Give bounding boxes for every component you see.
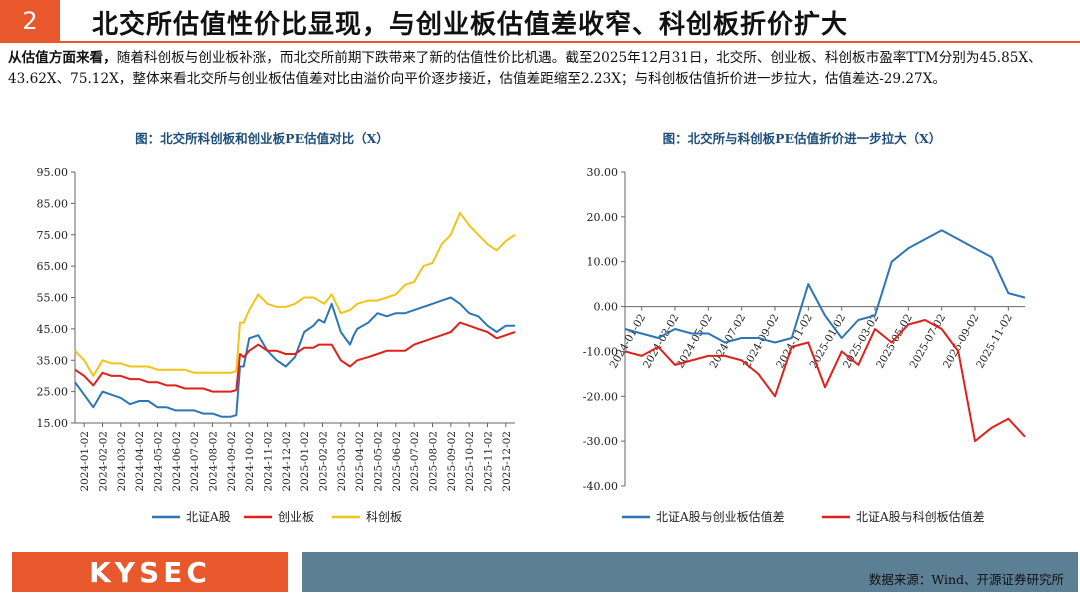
x-tick-label: 2024-11-02 [263,431,275,492]
y-tick-label: 25.00 [37,386,69,399]
y-tick-label: 20.00 [587,211,619,224]
x-tick-label: 2024-03-02 [116,431,128,492]
summary-lead: 从估值方面来看， [8,50,117,66]
y-tick-label: 75.00 [37,229,69,242]
y-tick-label: 55.00 [37,292,69,305]
x-tick-label: 2025-02-02 [318,431,330,492]
chart-svg: 图：北交所科创板和创业板PE估值对比（X） 15.00 25.00 35.00 45.0… [37,131,516,524]
y-tick-label: 10.00 [587,256,619,269]
x-tick-label: 2024-02-02 [98,431,110,492]
y-tick-label: 35.00 [37,354,69,367]
x-tick-label: 2024-12-02 [281,431,293,492]
y-tick-label: 85.00 [37,197,69,210]
title-rule [0,41,1080,43]
y-tick-label: 30.00 [587,166,619,179]
x-tick-label: 2025-06-02 [391,431,403,492]
x-tick-label: 2025-01-02 [299,431,311,492]
y-tick-label: -30.00 [583,435,618,448]
page-title: 北交所估值性价比显现，与创业板估值差收窄、科创板折价扩大 [92,10,849,40]
x-tick-label: 2024-09-02 [226,431,238,492]
series-line-2 [624,319,1026,443]
legend-label-1: 北证A股与创业板估值差 [656,509,785,524]
pe-comparison-chart: 图：北交所科创板和创业板PE估值对比（X） 15.00 25.00 35.00 45.0… [0,125,540,535]
x-tick-label: 2025-05-02 [373,431,385,492]
x-tick-label: 2025-09-02 [446,431,458,492]
legend-label-2: 北证A股与科创板估值差 [856,509,985,524]
summary-paragraph: 从估值方面来看，随着科创板与创业板补涨，而北交所前期下跌带来了新的估值性价比机遇… [8,48,1074,90]
y-tick-label: 0.00 [594,301,619,314]
x-tick-label: 2025-04-02 [354,431,366,492]
x-tick-label: 2024-01-02 [79,431,91,492]
x-tick-label: 2024-06-02 [171,431,183,492]
x-tick-label: 2025-11-02 [483,431,495,492]
chart-title: 图：北交所与科创板PE估值折价进一步拉大（X） [663,131,942,146]
y-tick-label: 65.00 [37,260,69,273]
x-tick-label: 2025-07-02 [409,431,421,492]
series-line-1 [74,296,515,418]
x-tick-label: 2025-12-02 [501,431,513,492]
x-tick-label: 2025-10-02 [464,431,476,492]
y-tick-label: 95.00 [37,166,69,179]
series-line-3 [74,211,516,377]
y-tick-label: 45.00 [37,323,69,336]
x-tick-label: 2024-07-02 [189,431,201,492]
legend-label-1: 北证A股 [186,510,231,524]
footer-bar: 数据来源：Wind、开源证券研究所 [302,552,1078,592]
legend-label-2: 创业板 [278,510,314,524]
x-tick-label: 2025-03-02 [336,431,348,492]
data-source: 数据来源：Wind、开源证券研究所 [868,572,1064,587]
pe-discount-chart: 图：北交所与科创板PE估值折价进一步拉大（X） -40.00 -30.00 -20.0… [540,125,1080,535]
series-line-1 [624,229,1026,344]
legend-label-3: 科创板 [366,510,402,524]
series-line-2 [74,321,516,393]
chart-svg: 图：北交所与科创板PE估值折价进一步拉大（X） -40.00 -30.00 -20.0… [583,131,1026,524]
x-tick-label: 2025-08-02 [428,431,440,492]
x-tick-label: 2024-05-02 [153,431,165,492]
summary-text: 随着科创板与创业板补涨，而北交所前期下跌带来了新的估值性价比机遇。截至2025年… [8,50,1042,87]
x-tick-label: 2025-11-02 [974,312,1015,370]
header: 2 北交所估值性价比显现，与创业板估值差收窄、科创板折价扩大 [0,0,1080,43]
kysec-logo: KYSEC [89,555,211,589]
y-tick-label: -20.00 [583,390,618,403]
x-tick-label: 2024-10-02 [244,431,256,492]
section-number: 2 [0,0,60,42]
y-tick-label: -10.00 [583,345,618,358]
y-tick-label: -40.00 [583,480,618,493]
x-tick-label: 2024-04-02 [134,431,146,492]
x-tick-label: 2024-08-02 [208,431,220,492]
chart-title: 图：北交所科创板和创业板PE估值对比（X） [135,131,389,146]
footer-logo-bar: KYSEC [12,552,288,592]
y-tick-label: 15.00 [37,417,69,430]
